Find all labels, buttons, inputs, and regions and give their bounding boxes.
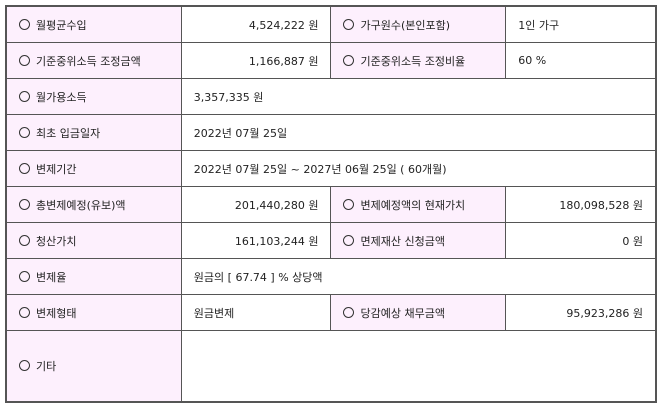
table-row: 청산가치 161,103,244 원 면제재산 신청금액 0 원 <box>5 222 657 259</box>
circle-bullet-icon <box>19 162 30 174</box>
row-label: 월평균수입 <box>5 5 182 43</box>
label-text: 기타 <box>36 360 57 373</box>
row-value: 2022년 07월 25일 ~ 2027년 06월 25일 ( 60개월) <box>180 150 657 187</box>
circle-bullet-icon <box>19 54 30 66</box>
table-row: 월평균수입 4,524,222 원 가구원수(본인포함) 1인 가구 <box>5 5 657 43</box>
row-value: 1,166,887 원 <box>180 42 332 79</box>
label-text: 변제형태 <box>36 306 77 320</box>
row-label: 면제재산 신청금액 <box>330 222 507 259</box>
table-row: 기준중위소득 조정금액 1,166,887 원 기준중위소득 조정비율 60 % <box>5 42 657 79</box>
row-label: 변제예정액의 현재가치 <box>330 186 507 223</box>
label-text: 면제재산 신청금액 <box>360 234 445 248</box>
circle-bullet-icon <box>343 18 355 30</box>
row-label: 총변제예정(유보)액 <box>5 186 182 223</box>
label-text: 당감예상 채무금액 <box>360 306 445 320</box>
row-value: 3,357,335 원 <box>180 78 657 115</box>
label-text: 월평균수입 <box>36 18 87 32</box>
table-row: 변제기간 2022년 07월 25일 ~ 2027년 06월 25일 ( 60개월… <box>5 150 657 187</box>
row-label: 가구원수(본인포함) <box>330 5 507 43</box>
table-row: 최초 입금일자 2022년 07월 25일 <box>5 114 657 151</box>
row-label: 당감예상 채무금액 <box>330 294 507 331</box>
row-value-2: 0 원 <box>505 222 657 259</box>
label-text: 기준중위소득 조정비율 <box>360 54 466 68</box>
row-value-2: 1인 가구 <box>505 5 657 43</box>
label-text: 총변제예정(유보)액 <box>36 198 126 212</box>
table-row: 기타 <box>5 330 657 403</box>
row-value: 201,440,280 원 <box>180 186 332 223</box>
circle-bullet-icon <box>343 306 355 318</box>
row-value-2: 60 % <box>505 42 657 79</box>
row-label: 변제기간 <box>5 150 182 187</box>
row-value: 원금변제 <box>180 294 332 331</box>
row-label: 기준중위소득 조정금액 <box>5 42 182 79</box>
circle-bullet-icon <box>19 360 30 371</box>
table-row: 총변제예정(유보)액 201,440,280 원 변제예정액의 현재가치 180,09… <box>5 186 657 223</box>
row-value: 161,103,244 원 <box>180 222 332 259</box>
row-value: 원금의 [ 67.74 ] % 상당액 <box>180 258 657 295</box>
row-value: 4,524,222 원 <box>180 5 332 43</box>
label-text: 변제기간 <box>36 162 77 176</box>
circle-bullet-icon <box>19 18 30 30</box>
row-label: 청산가치 <box>5 222 182 259</box>
label-text: 청산가치 <box>36 234 77 248</box>
row-label: 변제형태 <box>5 294 182 331</box>
label-text: 기준중위소득 조정금액 <box>36 54 141 68</box>
table-row: 변제형태 원금변제 당감예상 채무금액 95,923,286 원 <box>5 294 657 331</box>
row-value <box>180 330 657 403</box>
row-value: 2022년 07월 25일 <box>180 114 657 151</box>
row-label: 최초 입금일자 <box>5 114 182 151</box>
row-value-2: 180,098,528 원 <box>505 186 657 223</box>
circle-bullet-icon <box>19 270 30 282</box>
circle-bullet-icon <box>19 234 30 246</box>
circle-bullet-icon <box>343 198 355 210</box>
label-text: 변제예정액의 현재가치 <box>360 198 466 212</box>
row-label: 변제율 <box>5 258 182 295</box>
row-label: 월가용소득 <box>5 78 182 115</box>
table-row: 변제율 원금의 [ 67.74 ] % 상당액 <box>5 258 657 295</box>
circle-bullet-icon <box>343 54 355 66</box>
row-value-2: 95,923,286 원 <box>505 294 657 331</box>
label-text: 가구원수(본인포함) <box>360 18 451 32</box>
circle-bullet-icon <box>19 126 30 138</box>
label-text: 최초 입금일자 <box>36 126 101 140</box>
repayment-info-table: 월평균수입 4,524,222 원 가구원수(본인포함) 1인 가구 기준중위소득 조정… <box>5 5 657 403</box>
row-label: 기준중위소득 조정비율 <box>330 42 507 79</box>
circle-bullet-icon <box>19 90 30 102</box>
circle-bullet-icon <box>19 198 30 210</box>
label-text: 월가용소득 <box>36 90 87 104</box>
table-row: 월가용소득 3,357,335 원 <box>5 78 657 115</box>
circle-bullet-icon <box>19 306 30 318</box>
circle-bullet-icon <box>343 234 355 246</box>
row-label: 기타 <box>5 330 182 403</box>
label-text: 변제율 <box>36 270 67 284</box>
